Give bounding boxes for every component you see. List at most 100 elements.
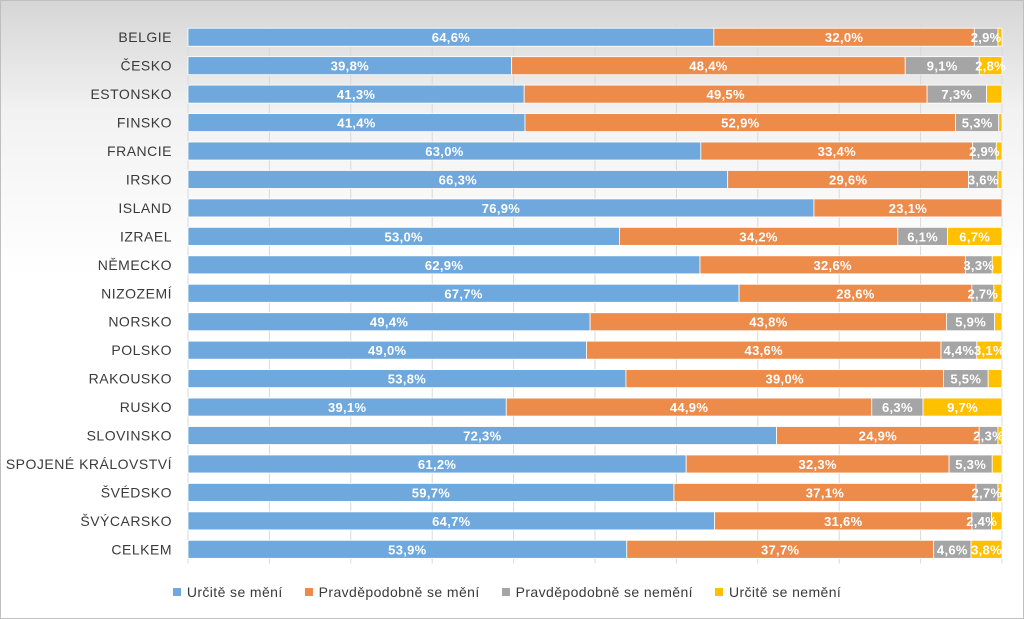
data-label: 9,1% bbox=[927, 59, 958, 74]
category-label: BELGIE bbox=[118, 29, 172, 45]
bar-segment-s3 bbox=[994, 312, 1003, 332]
data-label: 3,3% bbox=[963, 258, 994, 273]
data-label: 39,1% bbox=[328, 400, 367, 415]
data-label: 2,8% bbox=[975, 59, 1006, 74]
data-label: 53,9% bbox=[388, 542, 427, 557]
data-label: 7,3% bbox=[941, 87, 972, 102]
legend-label: Určitě se nemění bbox=[728, 584, 842, 600]
data-label: 61,2% bbox=[418, 457, 457, 472]
data-label: 37,7% bbox=[761, 542, 800, 557]
category-label: NĚMECKO bbox=[98, 257, 172, 273]
data-label: 9,7% bbox=[947, 400, 978, 415]
bar-segment-s3 bbox=[991, 255, 1003, 275]
data-label: 66,3% bbox=[439, 172, 478, 187]
legend-label: Pravděpodobně se mění bbox=[318, 584, 480, 600]
category-label: ESTONSKO bbox=[90, 86, 172, 102]
bar-segment-s3 bbox=[993, 283, 1003, 303]
data-label: 3,6% bbox=[968, 172, 999, 187]
bar-segment-s1 bbox=[813, 198, 1003, 218]
category-label: RAKOUSKO bbox=[89, 371, 172, 387]
data-label: 59,7% bbox=[412, 485, 451, 500]
category-label: NORSKO bbox=[108, 314, 172, 330]
category-label: RUSKO bbox=[120, 399, 172, 415]
data-label: 23,1% bbox=[889, 201, 928, 216]
data-label: 48,4% bbox=[689, 59, 728, 74]
bar-segment-s3 bbox=[997, 170, 1003, 189]
category-label: SLOVINSKO bbox=[87, 428, 172, 444]
category-label: CELKEM bbox=[111, 541, 172, 557]
data-label: 67,7% bbox=[444, 286, 483, 301]
legend-item: Určitě se mění bbox=[172, 584, 283, 600]
data-label: 43,8% bbox=[749, 315, 788, 330]
data-label: 6,3% bbox=[882, 400, 913, 415]
data-label: 39,0% bbox=[765, 372, 804, 387]
data-labels: 64,6% 32,0% 2,9% 39,8% 48,4% 9,1% 2,8% 41,3% 49,… bbox=[328, 30, 1006, 557]
data-label: 3,1% bbox=[974, 343, 1005, 358]
data-label: 32,6% bbox=[814, 258, 853, 273]
category-labels: BELGIE ČESKO ESTONSKO FINSKO FRANCIE IRSKO ISL… bbox=[6, 29, 172, 557]
data-label: 5,3% bbox=[955, 457, 986, 472]
category-label: NIZOZEMÍ bbox=[101, 285, 172, 301]
data-label: 39,8% bbox=[331, 59, 370, 74]
data-label: 32,3% bbox=[798, 457, 837, 472]
bar-segment-s3 bbox=[998, 113, 1003, 132]
data-label: 2,9% bbox=[971, 30, 1002, 45]
bar-segment-s3 bbox=[991, 454, 1003, 474]
data-label: 64,6% bbox=[432, 30, 471, 45]
data-label: 2,3% bbox=[973, 429, 1004, 444]
data-label: 2,4% bbox=[966, 514, 997, 529]
legend-swatch bbox=[304, 588, 313, 596]
data-label: 31,6% bbox=[824, 514, 863, 529]
category-label: FINSKO bbox=[117, 115, 172, 131]
data-label: 62,9% bbox=[425, 258, 464, 273]
data-label: 6,1% bbox=[907, 229, 938, 244]
data-label: 5,3% bbox=[962, 116, 993, 131]
data-label: 52,9% bbox=[721, 116, 760, 131]
data-label: 2,7% bbox=[967, 286, 998, 301]
bar-segment-s3 bbox=[995, 141, 1003, 161]
legend-label: Pravděpodobně se nemění bbox=[515, 584, 693, 600]
bar-segment-s3 bbox=[976, 340, 1003, 360]
bar-segments bbox=[187, 27, 1003, 559]
data-label: 49,0% bbox=[368, 343, 407, 358]
data-label: 24,9% bbox=[859, 429, 898, 444]
legend-item: Pravděpodobně se nemění bbox=[501, 584, 693, 600]
data-label: 44,9% bbox=[670, 400, 709, 415]
data-label: 33,4% bbox=[818, 144, 857, 159]
data-label: 64,7% bbox=[432, 514, 471, 529]
category-label: IZRAEL bbox=[120, 228, 172, 244]
data-label: 53,0% bbox=[385, 229, 424, 244]
data-label: 28,6% bbox=[836, 286, 875, 301]
legend-item: Určitě se nemění bbox=[714, 584, 842, 600]
bar-segment-s3 bbox=[947, 226, 1003, 246]
data-label: 5,9% bbox=[955, 315, 986, 330]
bar-segment-s3 bbox=[991, 511, 1003, 531]
data-label: 4,6% bbox=[937, 542, 968, 557]
data-label: 49,5% bbox=[706, 87, 745, 102]
bar-segment-s3 bbox=[986, 84, 1003, 104]
legend-swatch bbox=[501, 588, 510, 596]
category-label: SPOJENÉ KRÁLOVSTVÍ bbox=[6, 456, 172, 472]
bar-segment-s3 bbox=[997, 426, 1003, 445]
legend-swatch bbox=[714, 588, 723, 596]
bar-segment-s3 bbox=[922, 397, 1003, 417]
data-label: 41,3% bbox=[337, 87, 376, 102]
data-label: 72,3% bbox=[463, 429, 502, 444]
data-label: 49,4% bbox=[370, 315, 409, 330]
data-label: 6,7% bbox=[959, 229, 990, 244]
bar-segment-s3 bbox=[997, 27, 1003, 47]
category-label: IRSKO bbox=[126, 171, 172, 187]
bar-segment-s3 bbox=[978, 56, 1003, 76]
category-label: FRANCIE bbox=[107, 143, 172, 159]
data-label: 63,0% bbox=[425, 144, 464, 159]
data-label: 37,1% bbox=[806, 485, 845, 500]
data-label: 2,9% bbox=[969, 144, 1000, 159]
data-label: 4,4% bbox=[943, 343, 974, 358]
category-label: ŠVÉDSKO bbox=[101, 484, 172, 500]
category-label: ŠVÝCARSKO bbox=[80, 513, 172, 529]
data-label: 2,7% bbox=[972, 485, 1003, 500]
legend: Určitě se mění Pravděpodobně se mění Pravd… bbox=[117, 572, 897, 612]
data-label: 5,5% bbox=[950, 372, 981, 387]
